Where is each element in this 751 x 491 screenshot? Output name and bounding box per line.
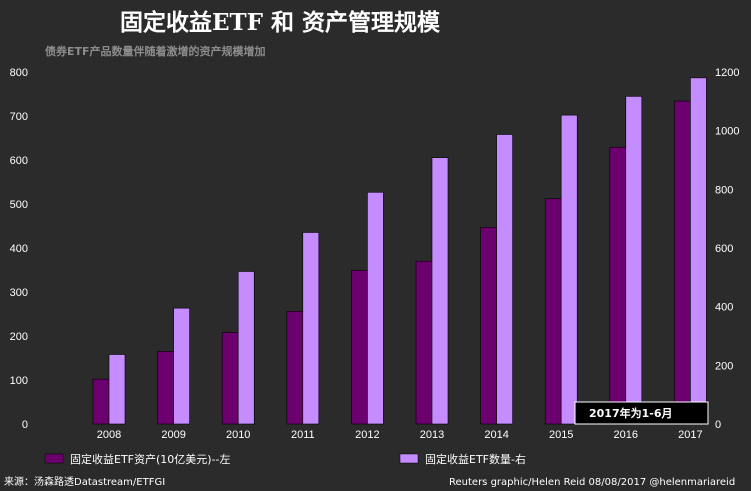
bar-count-2008 [108,354,126,425]
bar-count-2012 [367,191,384,425]
bar-count-2013 [431,157,449,425]
bar-count-2015 [560,114,578,425]
x-tick-label: 2017 [678,429,702,441]
legend-swatch-assets [44,453,64,464]
x-tick-label: 2011 [291,429,315,441]
bar-count-2017 [690,77,707,425]
y-right-tick-label: 1200 [715,67,739,79]
y-right-tick-label: 400 [715,302,733,314]
bar-assets-2017 [674,100,691,425]
bar-assets-2015 [544,198,562,425]
bar-count-2009 [173,307,190,425]
annotation-text: 2017年为1-6月 [589,406,673,420]
annotation-box: 2017年为1-6月 [574,401,709,425]
legend-label-assets: 固定收益ETF资产(10亿美元)--左 [70,452,231,466]
legend-swatch-count [399,453,419,464]
bar-count-2016 [625,96,643,425]
y-right-tick-label: 200 [715,360,733,372]
bar-assets-2016 [609,146,627,425]
bar-assets-2014 [480,227,497,425]
source-text: 来源：汤森路透Datastream/ETFGI [4,475,165,488]
y-left-tick-label: 300 [10,287,28,299]
bar-count-2010 [237,271,255,425]
bar-assets-2011 [286,311,304,425]
bar-assets-2012 [351,270,368,425]
y-right-tick-label: 0 [715,419,721,431]
y-left-tick-label: 0 [22,419,28,431]
bar-count-2011 [302,232,320,425]
chart-title: 固定收益ETF 和 资产管理规模 [120,9,441,36]
bar-assets-2009 [157,351,174,425]
credit-text: Reuters graphic/Helen Reid 08/08/2017 @h… [449,477,735,488]
y-right-tick-label: 600 [715,243,733,255]
chart-subtitle: 债券ETF产品数量伴随着激增的资产规模增加 [45,44,266,58]
x-tick-label: 2015 [549,429,573,441]
y-right-tick-label: 1000 [715,126,739,138]
legend: 固定收益ETF资产(10亿美元)--左 固定收益ETF数量-右 [44,452,526,466]
y-left-axis: 0 100 200 300 400 500 600 700 800 [10,67,28,431]
x-tick-label: 2016 [614,429,638,441]
y-left-tick-label: 400 [10,243,28,255]
bar-assets-2008 [92,378,110,425]
x-tick-label: 2010 [226,429,250,441]
y-left-tick-label: 800 [10,67,28,79]
y-right-axis: 0 200 400 600 800 1000 1200 [715,67,739,431]
x-tick-label: 2009 [161,429,185,441]
y-left-tick-label: 500 [10,199,28,211]
x-axis: 2008 2009 2010 2011 2012 2013 2014 2015 2016 2017 [97,429,703,441]
y-left-tick-label: 200 [10,331,28,343]
y-right-tick-label: 800 [715,184,733,196]
x-tick-label: 2013 [420,429,444,441]
y-left-tick-label: 100 [10,375,28,387]
bar-assets-2013 [415,260,433,425]
x-tick-label: 2014 [484,429,508,441]
y-left-tick-label: 600 [10,155,28,167]
legend-label-count: 固定收益ETF数量-右 [425,452,526,466]
annotation-frame [574,401,709,425]
x-tick-label: 2012 [355,429,379,441]
bars [92,77,707,425]
x-tick-label: 2008 [97,429,121,441]
y-left-tick-label: 700 [10,111,28,123]
bar-count-2014 [496,134,513,425]
bar-assets-2010 [221,332,239,425]
